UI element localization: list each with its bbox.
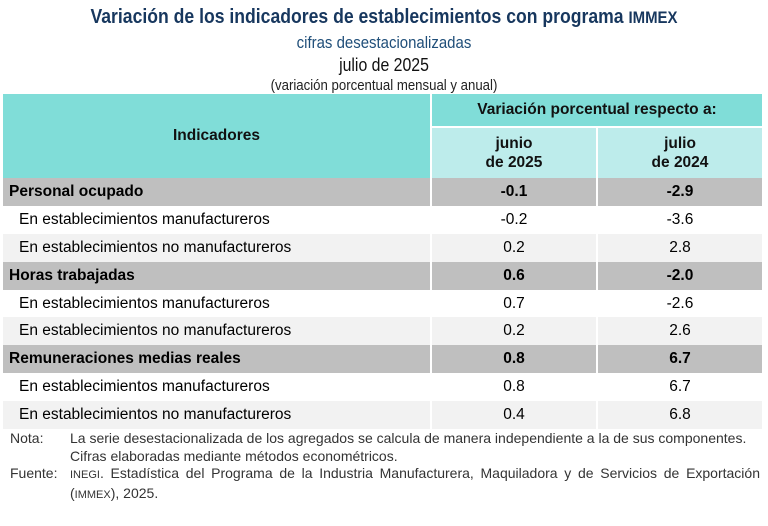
- header-variation-group: Variación porcentual respecto a:: [430, 94, 762, 128]
- table-row: En establecimientos manufactureros 0.8 6.7: [3, 373, 762, 402]
- value-julio-2024: -2.9: [596, 178, 762, 206]
- value-julio-2024: -3.6: [596, 205, 762, 234]
- page-title: Variación de los indicadores de establec…: [46, 6, 722, 29]
- unit-note: (variación porcentual mensual y anual): [270, 77, 498, 94]
- value-junio-2025: 0.2: [430, 317, 597, 346]
- value-junio-2025: 0.6: [430, 261, 597, 290]
- fuente-body: . Estadística del Programa de la Industr…: [70, 465, 760, 501]
- header-line: julio: [664, 135, 696, 152]
- value-julio-2024: 6.7: [596, 345, 762, 374]
- fuente-org: INEGI: [70, 469, 100, 481]
- table-row: En establecimientos manufactureros 0.7 -2.…: [3, 289, 762, 318]
- value-junio-2025: 0.4: [430, 401, 597, 430]
- nota-label: Nota:: [10, 430, 44, 446]
- period: julio de 2025: [339, 55, 429, 75]
- row-label: Horas trabajadas: [3, 261, 431, 290]
- value-junio-2025: 0.2: [430, 233, 597, 262]
- row-label: En establecimientos manufactureros: [3, 205, 431, 234]
- indicators-table: Indicadores Variación porcentual respect…: [3, 94, 762, 430]
- value-julio-2024: 6.7: [596, 373, 762, 402]
- value-julio-2024: -2.6: [596, 289, 762, 318]
- header-col-junio-2025: junio de 2025: [430, 127, 597, 178]
- value-julio-2024: 2.6: [596, 317, 762, 346]
- header-col-julio-2024: julio de 2024: [596, 127, 762, 178]
- section-row: Personal ocupado -0.1 -2.9: [3, 178, 762, 206]
- value-junio-2025: 0.7: [430, 289, 597, 318]
- header-indicadores: Indicadores: [173, 127, 260, 144]
- section-row: Remuneraciones medias reales 0.8 6.7: [3, 345, 762, 374]
- fuente-end: ), 2025.: [110, 484, 159, 501]
- header-line: junio: [495, 135, 533, 152]
- header-line: de 2025: [485, 154, 543, 171]
- header-line: de 2024: [651, 154, 709, 171]
- section-row: Horas trabajadas 0.6 -2.0: [3, 261, 762, 290]
- value-junio-2025: 0.8: [430, 373, 597, 402]
- nota-text: La serie desestacionalizada de los agreg…: [70, 430, 747, 446]
- table-row: En establecimientos no manufactureros 0.2…: [3, 317, 762, 346]
- subtitle: cifras desestacionalizadas: [296, 33, 472, 52]
- row-label: Remuneraciones medias reales: [3, 345, 431, 374]
- row-label: En establecimientos no manufactureros: [3, 317, 431, 346]
- table-row: En establecimientos no manufactureros 0.4…: [3, 401, 762, 430]
- value-junio-2025: -0.2: [430, 205, 597, 234]
- value-julio-2024: 6.8: [596, 401, 762, 430]
- title-suffix: IMMEX: [628, 8, 678, 27]
- table-row: En establecimientos manufactureros -0.2 -3…: [3, 205, 762, 234]
- value-julio-2024: -2.0: [596, 261, 762, 290]
- row-label: En establecimientos no manufactureros: [3, 401, 431, 430]
- value-junio-2025: -0.1: [430, 178, 597, 206]
- value-junio-2025: 0.8: [430, 345, 597, 374]
- fuente-label: Fuente:: [10, 465, 58, 481]
- fuente-abbr: IMMEX: [74, 488, 111, 501]
- fuente-text: INEGI. Estadística del Programa de la In…: [70, 465, 760, 504]
- row-label: En establecimientos manufactureros: [3, 289, 431, 318]
- value-julio-2024: 2.8: [596, 233, 762, 262]
- row-label: Personal ocupado: [3, 178, 431, 206]
- row-label: En establecimientos no manufactureros: [3, 233, 431, 262]
- row-label: En establecimientos manufactureros: [3, 373, 431, 402]
- table-row: En establecimientos no manufactureros 0.2…: [3, 233, 762, 262]
- title-text: Variación de los indicadores de establec…: [90, 6, 624, 28]
- nota-text-2: Cifras elaboradas mediante métodos econo…: [70, 447, 398, 464]
- notes: Nota: La serie desestacionalizada de los …: [10, 430, 760, 504]
